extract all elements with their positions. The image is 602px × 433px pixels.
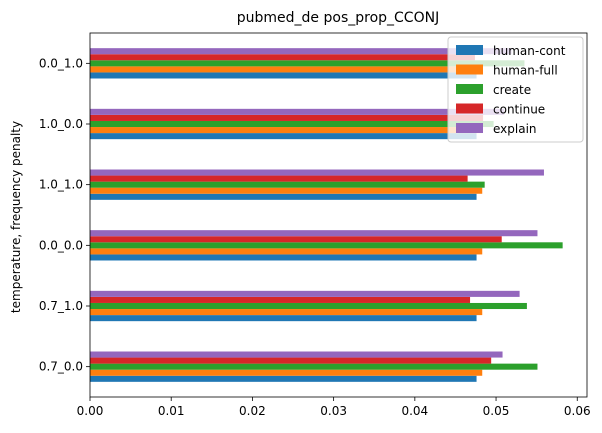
bar-human-full-0.7_0.0 (90, 369, 483, 376)
x-tick-label-4: 0.04 (401, 404, 428, 418)
legend-swatch-explain (456, 123, 483, 133)
legend-box (447, 36, 584, 143)
y-axis-label: temperature, frequency penalty (9, 121, 23, 313)
bar-continue-1.0_1.0 (90, 175, 468, 182)
bar-continue-0.0_0.0 (90, 236, 502, 243)
x-tick-label-3: 0.03 (320, 404, 347, 418)
bar-human-full-1.0_0.0 (90, 127, 483, 134)
legend-swatch-human-full (456, 64, 483, 75)
y-tick-label-1.0_0.0: 1.0_0.0 (39, 117, 83, 131)
legend-swatch-create (456, 84, 483, 94)
y-tick-label-0.7_1.0: 0.7_1.0 (39, 299, 83, 313)
bar-human-full-0.7_1.0 (90, 309, 483, 316)
bar-explain-0.0_1.0 (90, 48, 512, 55)
bar-human-full-0.0_0.0 (90, 248, 483, 255)
bar-create-0.0_0.0 (90, 242, 563, 249)
bar-human-cont-1.0_1.0 (90, 193, 477, 200)
bar-human-full-1.0_1.0 (90, 187, 483, 194)
bar-human-full-0.0_1.0 (90, 66, 483, 73)
x-tick-label-0: 0.00 (77, 404, 104, 418)
bar-explain-0.0_0.0 (90, 230, 538, 237)
bar-continue-0.0_1.0 (90, 54, 475, 61)
legend-label-explain: explain (493, 122, 537, 136)
bar-human-cont-0.7_1.0 (90, 315, 477, 322)
y-tick-label-0.7_0.0: 0.7_0.0 (39, 360, 83, 374)
bar-create-1.0_0.0 (90, 120, 494, 128)
legend: human-cont human-full create continue explai… (447, 36, 584, 143)
x-tick-label-1: 0.01 (158, 404, 185, 418)
x-tick-label-6: 0.06 (564, 404, 591, 418)
bar-human-cont-1.0_0.0 (90, 133, 477, 140)
y-tick-label-0.0_0.0: 0.0_0.0 (39, 238, 83, 252)
bar-human-cont-0.0_1.0 (90, 72, 477, 79)
bars-layer (90, 48, 563, 382)
bar-continue-0.7_0.0 (90, 357, 492, 364)
bar-continue-1.0_0.0 (90, 114, 484, 121)
x-tick-label-5: 0.05 (483, 404, 510, 418)
legend-label-human-full: human-full (493, 64, 558, 78)
bar-explain-1.0_1.0 (90, 169, 544, 176)
legend-swatch-continue (456, 103, 483, 114)
bar-continue-0.7_1.0 (90, 296, 471, 303)
bar-create-0.7_0.0 (90, 363, 538, 370)
bar-create-1.0_1.0 (90, 181, 485, 188)
bar-explain-0.7_0.0 (90, 351, 503, 358)
chart-title: pubmed_de pos_prop_CCONJ (237, 10, 439, 26)
axes-layer: 0.7_0.0 0.7_1.0 0.0_0.0 1.0_1.0 1.0_0.0 0.0_1… (39, 32, 591, 418)
bar-human-cont-0.0_0.0 (90, 254, 477, 261)
y-tick-label-1.0_1.0: 1.0_1.0 (39, 178, 83, 192)
bar-human-cont-0.7_0.0 (90, 375, 477, 382)
legend-label-continue: continue (493, 103, 545, 117)
bar-create-0.7_1.0 (90, 302, 527, 310)
y-tick-label-0.0_1.0: 0.0_1.0 (39, 56, 83, 70)
legend-swatch-human-cont (456, 45, 483, 55)
legend-label-human-cont: human-cont (493, 44, 566, 58)
x-tick-label-2: 0.02 (239, 404, 266, 418)
legend-label-create: create (493, 83, 531, 97)
bar-explain-0.7_1.0 (90, 290, 520, 297)
plot-frame (89, 32, 588, 398)
bar-explain-1.0_0.0 (90, 108, 505, 115)
bar-create-0.0_1.0 (90, 60, 525, 67)
